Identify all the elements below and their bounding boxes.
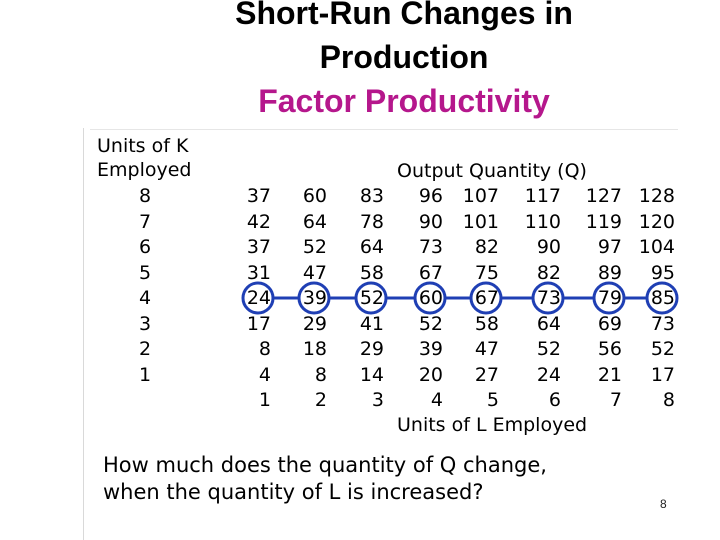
k-value: 8	[138, 185, 152, 207]
output-cell: 8	[258, 338, 271, 360]
output-cell: 37	[246, 185, 271, 207]
output-cell: 27	[474, 363, 499, 386]
output-cell: 24	[536, 363, 561, 386]
k-value: 2	[138, 338, 152, 360]
output-cell: 73	[650, 312, 675, 335]
l-value: 8	[662, 389, 675, 411]
output-cell: 4	[258, 363, 271, 386]
output-cell: 31	[246, 261, 271, 284]
k-header-line2: Employed	[97, 159, 192, 181]
k-axis-header: Units of K Employed	[97, 134, 191, 182]
output-cell: 39	[418, 338, 443, 360]
l-axis-header: Units of L Employed	[397, 414, 588, 436]
output-cell: 97	[597, 236, 622, 258]
output-cell: 82	[474, 236, 499, 258]
output-cell: 64	[359, 236, 384, 258]
output-cell: 96	[418, 185, 443, 207]
output-cell: 20	[418, 363, 443, 386]
output-cell: 79	[597, 287, 622, 309]
output-cell: 47	[474, 338, 499, 360]
output-cell: 83	[359, 185, 384, 207]
k-value: 4	[138, 287, 152, 309]
output-cell: 58	[474, 312, 499, 335]
k-header-line1: Units of K	[97, 135, 189, 157]
output-cell: 17	[246, 312, 271, 335]
output-cell: 29	[359, 338, 384, 360]
output-cell: 101	[462, 210, 499, 233]
question-line1: How much does the quantity of Q change,	[103, 453, 547, 477]
output-cell: 52	[359, 287, 384, 309]
output-cell: 117	[524, 185, 561, 207]
slide-subtitle: Factor Productivity	[258, 83, 550, 119]
l-value: 2	[314, 389, 327, 411]
output-cell: 104	[638, 236, 675, 258]
output-cell: 120	[638, 210, 675, 233]
question-text: How much does the quantity of Q change, …	[103, 452, 547, 506]
output-cell: 78	[359, 210, 384, 233]
output-cell: 60	[418, 287, 443, 309]
output-cell: 37	[246, 236, 271, 258]
output-cell: 90	[536, 236, 561, 258]
k-value: 6	[138, 236, 152, 258]
output-cell: 58	[359, 261, 384, 284]
output-cell: 47	[302, 261, 327, 284]
output-cell: 21	[597, 363, 622, 386]
output-cell: 110	[524, 210, 561, 233]
output-cell: 52	[650, 338, 675, 360]
output-cell: 18	[302, 338, 327, 360]
slide-title-line1: Short-Run Changes in	[235, 0, 573, 31]
page-number: 8	[660, 497, 667, 511]
output-cell: 24	[246, 287, 271, 309]
output-cell: 127	[585, 185, 622, 207]
l-value: 5	[486, 389, 499, 411]
output-cell: 56	[597, 338, 622, 360]
output-cell: 64	[302, 210, 327, 233]
l-value: 1	[258, 389, 271, 411]
output-cell: 67	[418, 261, 443, 284]
output-cell: 95	[650, 261, 675, 284]
l-value: 4	[430, 389, 443, 411]
k-value: 1	[138, 363, 152, 386]
output-cell: 75	[474, 261, 499, 284]
k-value: 7	[138, 210, 152, 233]
output-cell: 107	[462, 185, 499, 207]
slide-left-rule	[83, 128, 84, 540]
output-cell: 39	[302, 287, 327, 309]
output-cell: 128	[638, 185, 675, 207]
l-value: 7	[609, 389, 622, 411]
output-cell: 67	[474, 287, 499, 309]
output-cell: 73	[536, 287, 561, 309]
output-cell: 119	[585, 210, 622, 233]
output-cell: 89	[597, 261, 622, 284]
output-cell: 52	[302, 236, 327, 258]
output-cell: 85	[650, 287, 675, 309]
panel-top-border	[90, 129, 678, 130]
output-cell: 14	[359, 363, 384, 386]
l-value: 3	[371, 389, 384, 411]
k-value: 5	[138, 261, 152, 284]
output-cell: 42	[246, 210, 271, 233]
output-cell: 41	[359, 312, 384, 335]
slide-title-line2: Production	[319, 39, 489, 75]
question-line2: when the quantity of L is increased?	[103, 480, 484, 504]
output-cell: 52	[536, 338, 561, 360]
l-value: 6	[548, 389, 561, 411]
output-cell: 82	[536, 261, 561, 284]
output-cell: 64	[536, 312, 561, 335]
output-cell: 29	[302, 312, 327, 335]
output-cell: 60	[302, 185, 327, 207]
output-cell: 69	[597, 312, 622, 335]
k-value: 3	[138, 312, 152, 335]
output-cell: 8	[314, 363, 327, 386]
output-quantity-header: Output Quantity (Q)	[397, 160, 587, 182]
output-cell: 52	[418, 312, 443, 335]
output-cell: 73	[418, 236, 443, 258]
output-cell: 17	[650, 363, 675, 386]
output-cell: 90	[418, 210, 443, 233]
